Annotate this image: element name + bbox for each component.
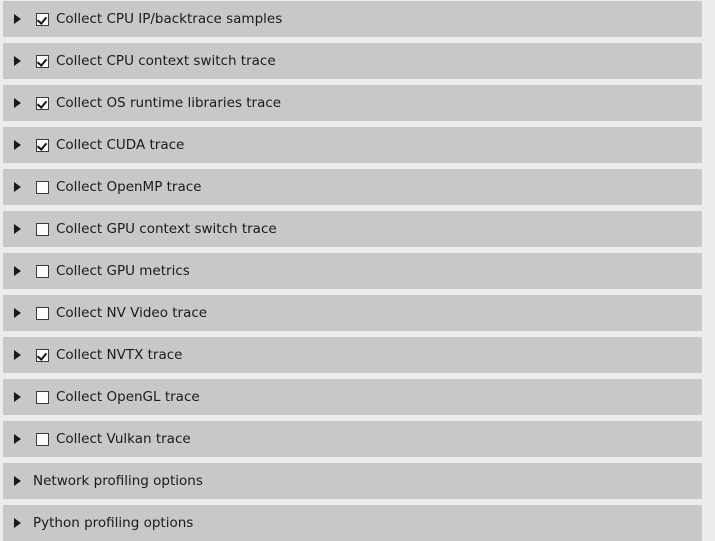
- checkbox-collect-openmp-trace[interactable]: [36, 180, 49, 194]
- triangle-right-glyph: [13, 14, 21, 24]
- option-label-collect-cpu-ip-backtrace-samples: Collect CPU IP/backtrace samples: [56, 11, 283, 27]
- checkbox-collect-os-runtime-libraries-trace[interactable]: [36, 96, 49, 110]
- option-row-collect-openmp-trace[interactable]: Collect OpenMP trace: [3, 169, 702, 205]
- triangle-right-glyph: [13, 518, 21, 528]
- option-label-collect-gpu-context-switch-trace: Collect GPU context switch trace: [56, 221, 277, 237]
- triangle-right-glyph: [13, 476, 21, 486]
- triangle-right-glyph: [13, 434, 21, 444]
- checkbox-collect-gpu-metrics[interactable]: [36, 264, 49, 278]
- option-row-collect-vulkan-trace[interactable]: Collect Vulkan trace: [3, 421, 702, 457]
- triangle-right-icon[interactable]: [7, 434, 27, 444]
- triangle-right-glyph: [13, 350, 21, 360]
- option-row-python-profiling-options[interactable]: Python profiling options: [3, 505, 702, 541]
- triangle-right-icon[interactable]: [7, 140, 27, 150]
- option-label-collect-cpu-context-switch-trace: Collect CPU context switch trace: [56, 53, 276, 69]
- triangle-right-icon[interactable]: [7, 98, 27, 108]
- option-label-collect-opengl-trace: Collect OpenGL trace: [56, 389, 200, 405]
- option-label-collect-os-runtime-libraries-trace: Collect OS runtime libraries trace: [56, 95, 282, 111]
- triangle-right-glyph: [13, 182, 21, 192]
- triangle-right-glyph: [13, 140, 21, 150]
- checkbox-collect-nv-video-trace[interactable]: [36, 306, 49, 320]
- option-label-python-profiling-options: Python profiling options: [33, 515, 194, 531]
- checkbox-collect-cpu-context-switch-trace[interactable]: [36, 54, 49, 68]
- checkbox-collect-cuda-trace[interactable]: [36, 138, 49, 152]
- option-row-collect-opengl-trace[interactable]: Collect OpenGL trace: [3, 379, 702, 415]
- triangle-right-glyph: [13, 224, 21, 234]
- option-label-collect-cuda-trace: Collect CUDA trace: [56, 137, 185, 153]
- option-row-network-profiling-options[interactable]: Network profiling options: [3, 463, 702, 499]
- triangle-right-icon[interactable]: [7, 56, 27, 66]
- triangle-right-icon[interactable]: [7, 392, 27, 402]
- triangle-right-icon[interactable]: [7, 14, 27, 24]
- option-row-collect-gpu-context-switch-trace[interactable]: Collect GPU context switch trace: [3, 211, 702, 247]
- triangle-right-icon[interactable]: [7, 266, 27, 276]
- triangle-right-icon[interactable]: [7, 350, 27, 360]
- option-row-collect-cpu-ip-backtrace-samples[interactable]: Collect CPU IP/backtrace samples: [3, 1, 702, 37]
- option-row-collect-os-runtime-libraries-trace[interactable]: Collect OS runtime libraries trace: [3, 85, 702, 121]
- option-label-collect-nv-video-trace: Collect NV Video trace: [56, 305, 208, 321]
- checkbox-collect-nvtx-trace[interactable]: [36, 348, 49, 362]
- option-label-collect-openmp-trace: Collect OpenMP trace: [56, 179, 202, 195]
- option-row-collect-cuda-trace[interactable]: Collect CUDA trace: [3, 127, 702, 163]
- triangle-right-glyph: [13, 266, 21, 276]
- triangle-right-icon[interactable]: [7, 518, 27, 528]
- option-row-collect-nv-video-trace[interactable]: Collect NV Video trace: [3, 295, 702, 331]
- triangle-right-icon[interactable]: [7, 308, 27, 318]
- triangle-right-glyph: [13, 308, 21, 318]
- option-label-network-profiling-options: Network profiling options: [33, 473, 203, 489]
- checkbox-collect-gpu-context-switch-trace[interactable]: [36, 222, 49, 236]
- option-label-collect-vulkan-trace: Collect Vulkan trace: [56, 431, 191, 447]
- option-row-collect-nvtx-trace[interactable]: Collect NVTX trace: [3, 337, 702, 373]
- checkbox-collect-cpu-ip-backtrace-samples[interactable]: [36, 12, 49, 26]
- triangle-right-icon[interactable]: [7, 182, 27, 192]
- checkbox-collect-opengl-trace[interactable]: [36, 390, 49, 404]
- option-row-collect-gpu-metrics[interactable]: Collect GPU metrics: [3, 253, 702, 289]
- checkbox-collect-vulkan-trace[interactable]: [36, 432, 49, 446]
- triangle-right-glyph: [13, 56, 21, 66]
- option-row-collect-cpu-context-switch-trace[interactable]: Collect CPU context switch trace: [3, 43, 702, 79]
- option-label-collect-nvtx-trace: Collect NVTX trace: [56, 347, 183, 363]
- option-label-collect-gpu-metrics: Collect GPU metrics: [56, 263, 190, 279]
- triangle-right-glyph: [13, 98, 21, 108]
- triangle-right-icon[interactable]: [7, 224, 27, 234]
- triangle-right-glyph: [13, 392, 21, 402]
- triangle-right-icon[interactable]: [7, 476, 27, 486]
